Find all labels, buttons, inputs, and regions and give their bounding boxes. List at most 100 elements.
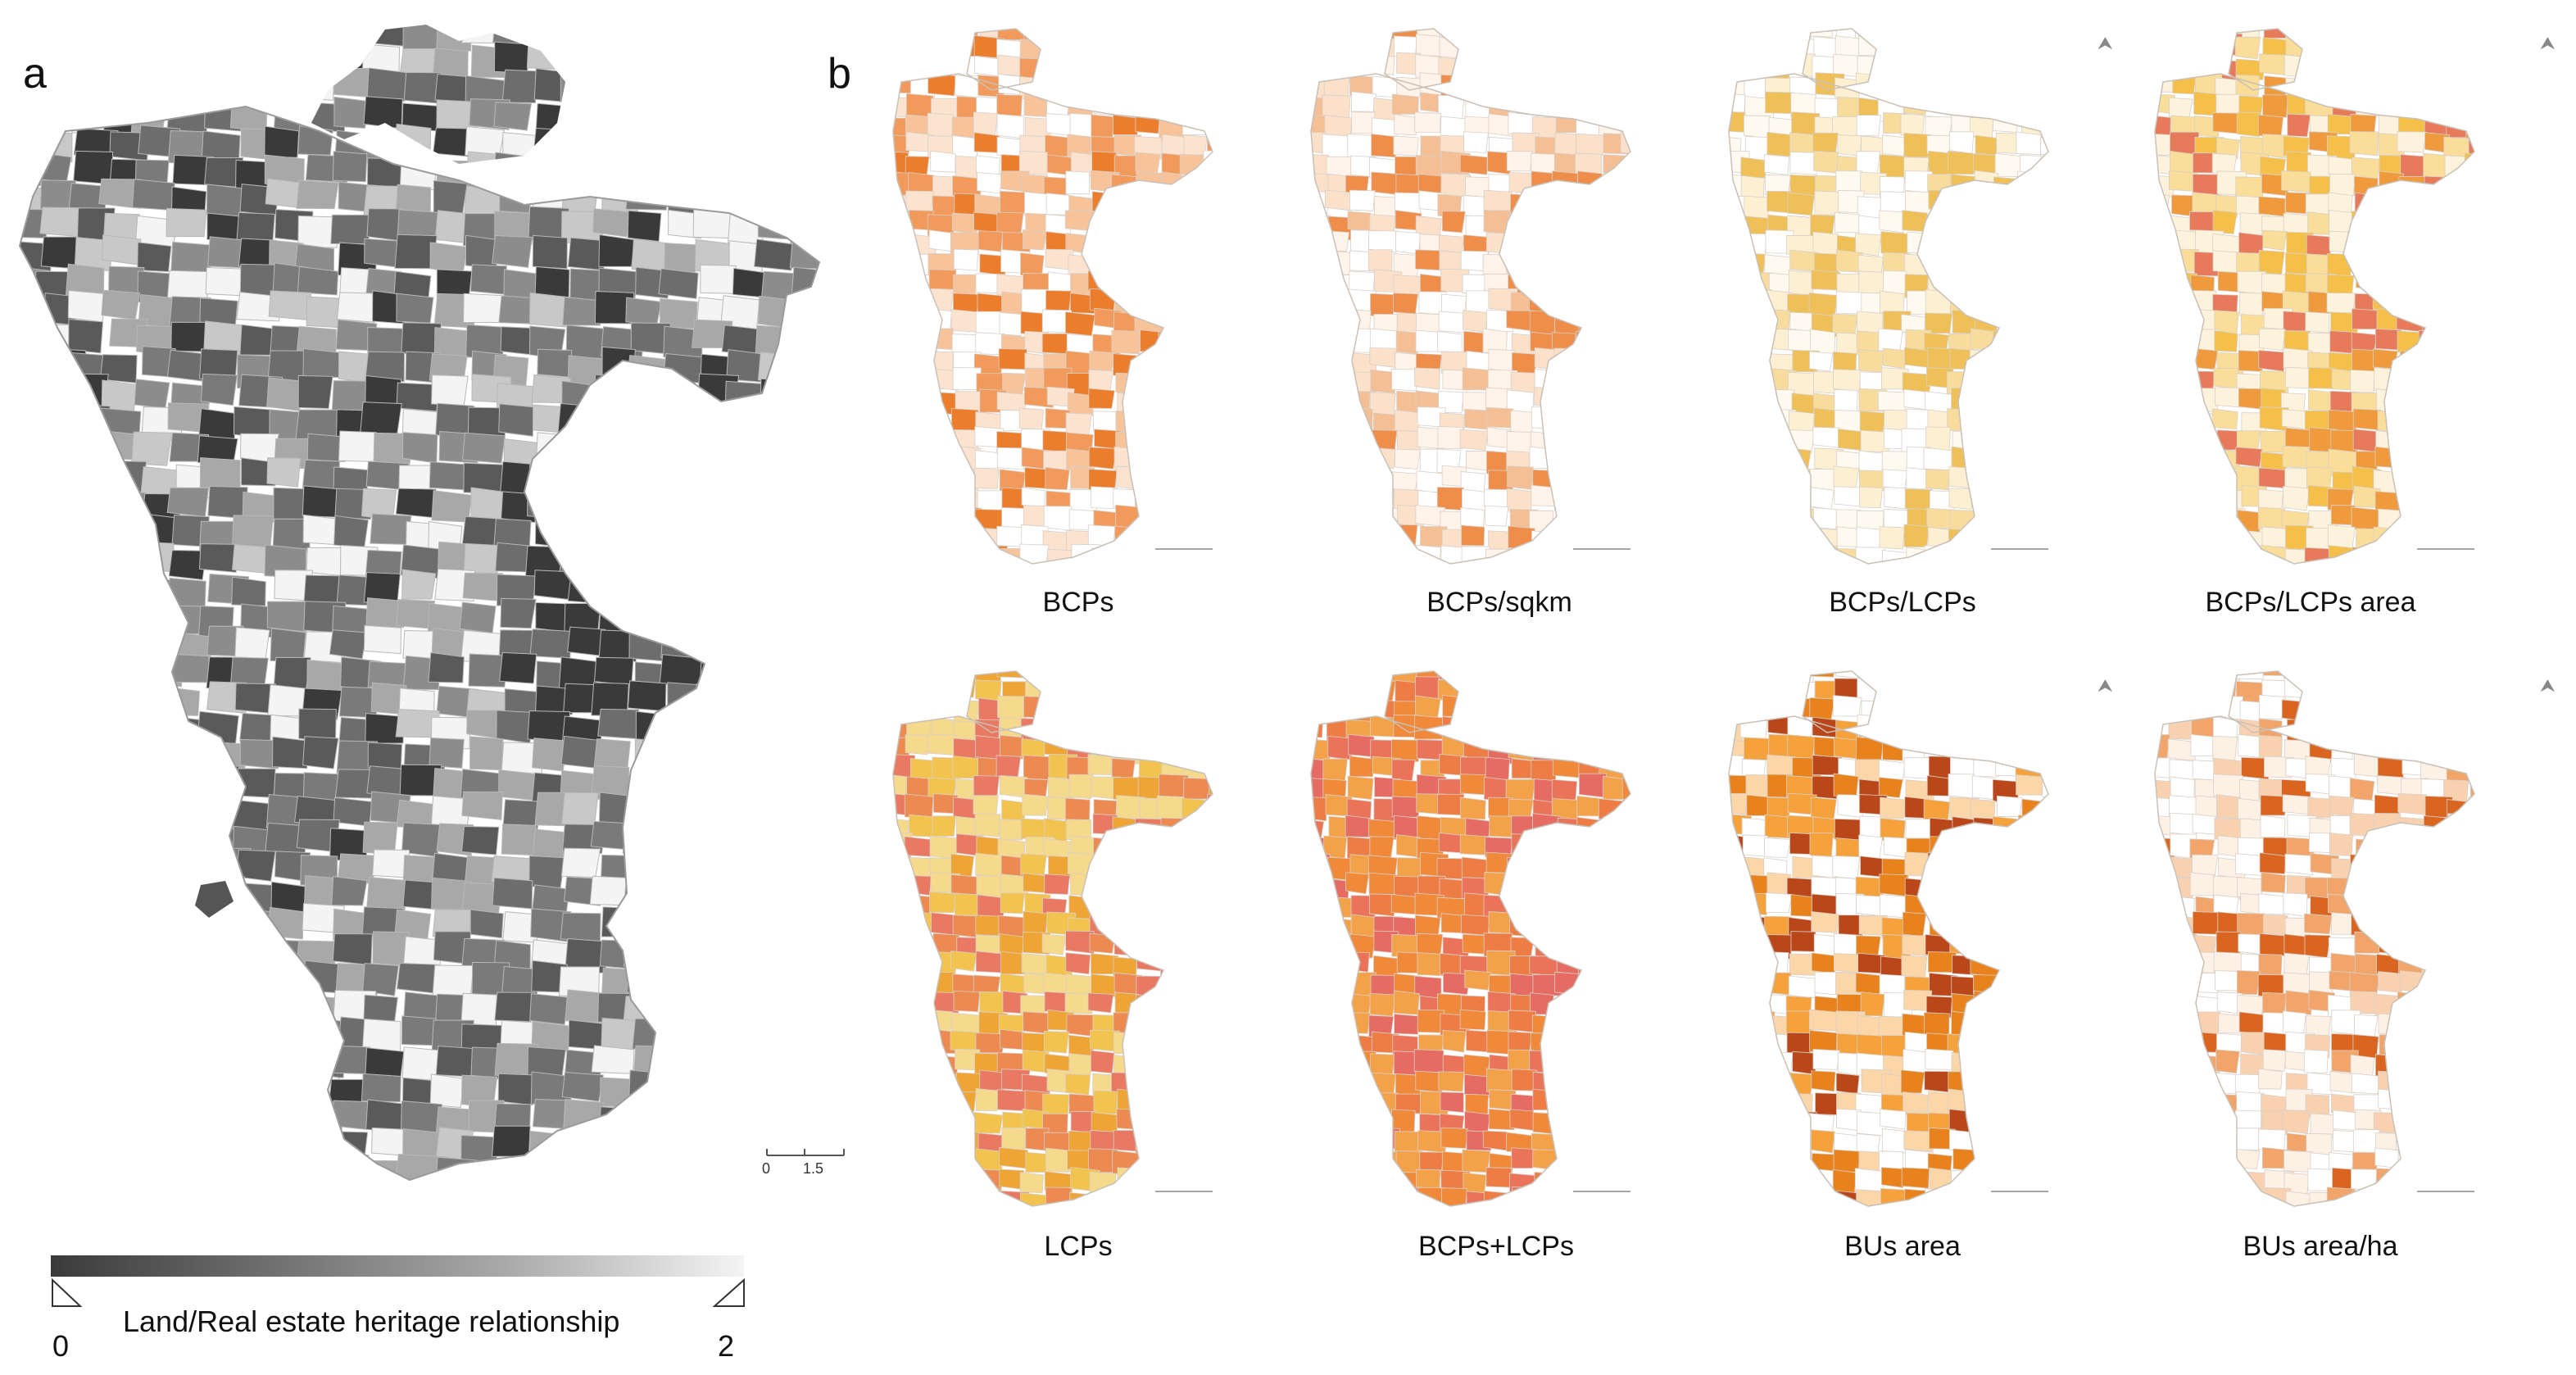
district-cell [333,1045,370,1075]
district-cell [1509,38,1535,60]
district-cell [1952,875,1977,896]
district-cell [691,436,732,470]
district-cell [2038,290,2048,314]
district-cell [2401,720,2430,746]
legend-gradient-bar [51,1255,744,1277]
district-cell [143,1046,179,1082]
district-cell [2211,152,2238,174]
district-cell [366,1191,408,1218]
district-cell [2041,1093,2048,1117]
district-cell [1808,1009,1839,1032]
district-cell [1998,269,2027,293]
district-cell [1998,568,2023,574]
district-cell [1603,678,1630,703]
district-cell [929,36,958,61]
district-cell [2237,565,2261,574]
district-cell [793,656,819,691]
district-cell [1203,314,1213,336]
district-cell [2470,430,2474,453]
district-cell [592,1184,630,1214]
district-cell [1311,1169,1331,1193]
district-cell [200,44,241,75]
district-cell [103,906,139,938]
district-cell [1136,950,1167,972]
district-cell [1161,509,1186,532]
district-cell [2021,271,2048,295]
district-cell [1601,351,1629,376]
district-cell [1623,55,1630,79]
district-cell [1395,1212,1419,1216]
district-cell [2469,835,2474,860]
district-cell [533,128,577,159]
district-cell [2212,875,2242,901]
district-cell [2258,249,2285,275]
district-cell [1948,1205,1980,1206]
district-cell [73,821,111,851]
district-cell [1998,1147,2027,1171]
district-cell [2443,833,2469,855]
district-cell [137,242,172,272]
district-cell [461,791,503,820]
district-cell [1349,465,1378,491]
district-cell [2287,113,2311,138]
district-cell [1114,525,1142,550]
district-cell [1729,406,1744,428]
district-cell [1345,872,1370,895]
district-cell [698,1097,737,1130]
district-cell [928,1009,954,1032]
district-cell [1833,952,1861,973]
district-cell [930,150,956,173]
district-cell [732,486,770,518]
district-cell [720,1076,757,1110]
district-cell [1117,1167,1146,1190]
district-cell [757,543,796,575]
district-cell [1414,111,1441,134]
district-cell [1160,817,1189,840]
district-cell [173,741,215,774]
district-cell [1322,758,1349,783]
district-cell [463,542,501,574]
district-cell [110,461,147,493]
district-cell [1181,1211,1209,1216]
district-cell [1162,1149,1188,1170]
district-cell [2423,429,2453,452]
district-cell [1139,388,1168,410]
district-cell [1854,1168,1884,1193]
district-cell [1971,29,1998,42]
district-cell [1045,1147,1072,1173]
district-cell [2447,96,2474,121]
caption-bus-area: BUs area [1844,1231,1961,1262]
district-cell [1207,53,1213,75]
district-cell [1597,916,1627,940]
district-cell [909,912,935,933]
district-cell [2401,1013,2431,1037]
district-cell [1993,211,2021,235]
district-cell [1767,675,1794,700]
district-cell [2377,254,2407,279]
district-cell [1880,796,1907,819]
district-cell [623,874,662,909]
district-cell [1311,970,1331,993]
district-cell [2192,671,2216,683]
district-cell [2469,549,2474,564]
district-cell [909,430,934,452]
district-cell [2469,774,2474,801]
district-cell [2216,527,2241,551]
district-cell [1116,36,1143,58]
district-cell [2016,53,2043,75]
district-cell [904,836,933,857]
district-cell [43,596,79,627]
district-cell [468,653,508,688]
district-cell [2469,1148,2474,1174]
district-cell [2155,426,2171,450]
district-cell [1506,310,1534,332]
district-cell [977,172,1003,194]
district-cell [661,1103,705,1135]
district-cell [1621,974,1630,1000]
district-cell [1971,697,1998,721]
district-cell [110,48,147,84]
district-cell [1487,715,1512,740]
district-cell [20,347,52,383]
district-cell [1163,972,1190,996]
district-cell [729,910,772,942]
